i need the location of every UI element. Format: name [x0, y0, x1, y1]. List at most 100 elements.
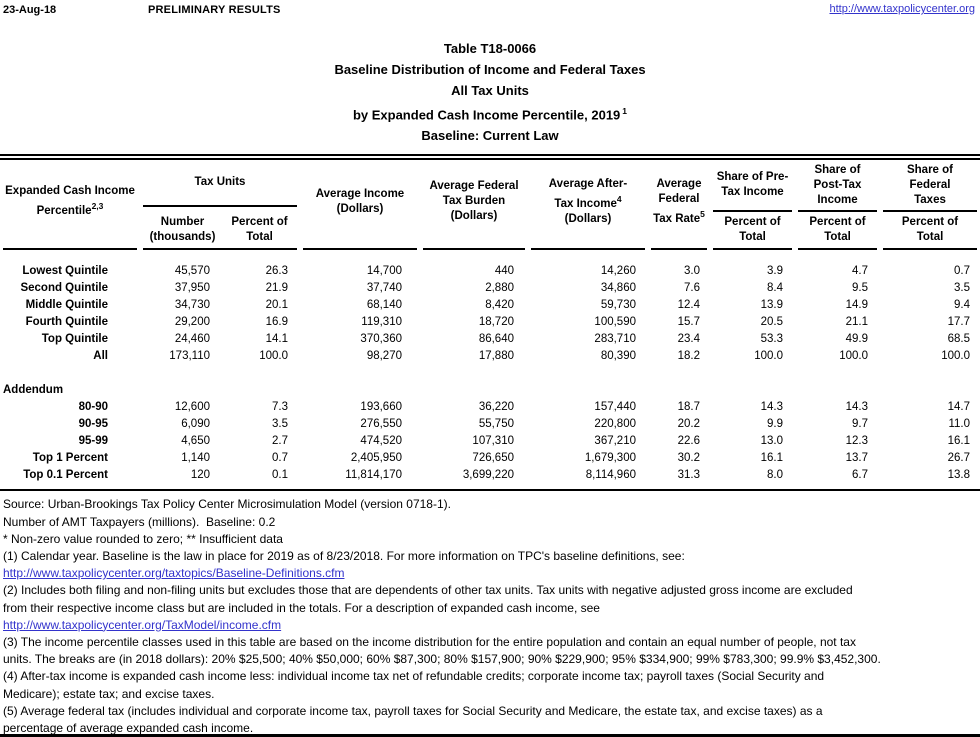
cell: 16.1	[760, 451, 783, 464]
row-label: 80-90	[78, 400, 108, 413]
table-row: Fourth Quintile 29,200 16.9 119,310 18,720 10…	[0, 313, 980, 330]
footnote-text: (1) Calendar year. Baseline is the law i…	[3, 548, 685, 563]
cell: 17,880	[478, 349, 514, 362]
cell: 8.4	[767, 281, 783, 294]
footnote-line: (1) Calendar year. Baseline is the law i…	[3, 548, 980, 565]
header-line: Average Income	[315, 187, 405, 200]
cell: 6,090	[181, 417, 210, 430]
footnote-line: Number of AMT Taxpayers (millions). Base…	[3, 514, 980, 531]
header-line: Tax Rate5	[651, 207, 707, 227]
footnote-text: * Non-zero value rounded to zero; ** Ins…	[3, 531, 283, 546]
table-subtitle-percentile: by Expanded Cash Income Percentile, 2019…	[0, 101, 980, 125]
cell: 3.5	[954, 281, 970, 294]
cell: 14.7	[947, 400, 970, 413]
header-line: Percent of	[231, 216, 288, 229]
cell: 86,640	[478, 332, 514, 345]
column-header-percent-of-total: Percent of Total	[883, 212, 977, 248]
cell: 24,460	[174, 332, 210, 345]
cell: 45,570	[174, 264, 210, 277]
cell: 17.7	[947, 315, 970, 328]
footnote-text: units. The breaks are (in 2018 dollars):…	[3, 652, 881, 667]
header-line: Federal	[658, 192, 700, 205]
header-line: Percentile2,3	[3, 199, 137, 219]
site-link[interactable]: http://www.taxpolicycenter.org	[829, 3, 975, 15]
cell: 120	[190, 468, 210, 481]
table-row: 95-99 4,650 2.7 474,520 107,310 367,210 22.6 13…	[0, 432, 980, 449]
page-bottom-rule	[0, 734, 980, 737]
column-header-average-federal-tax-rate: Average Federal Tax Rate5	[651, 160, 707, 251]
cell: 370,360	[360, 332, 402, 345]
cell: 220,800	[594, 417, 636, 430]
row-label: Fourth Quintile	[25, 315, 108, 328]
footnote-link[interactable]: http://www.taxpolicycenter.org/TaxModel/…	[3, 617, 282, 632]
preliminary-results-label: PRELIMINARY RESULTS	[148, 4, 281, 16]
footnote-line: http://www.taxpolicycenter.org/TaxModel/…	[3, 617, 980, 634]
table-row: All 173,110 100.0 98,270 17,880 80,390 18.2 100…	[0, 347, 980, 364]
header-line: Share of	[814, 163, 861, 176]
cell: 2.7	[272, 434, 288, 447]
table-subtitle-baseline: Baseline: Current Law	[421, 128, 559, 144]
footnote-text: from their respective income class but a…	[3, 600, 600, 615]
cell: 11,814,170	[345, 468, 402, 481]
header-text: Tax Rate	[653, 212, 701, 225]
row-label: Top 1 Percent	[32, 451, 108, 464]
cell: 283,710	[594, 332, 636, 345]
cell: 119,310	[361, 315, 402, 328]
cell: 173,110	[169, 349, 210, 362]
cell: 100.0	[754, 349, 783, 362]
footnote-line: (3) The income percentile classes used i…	[3, 634, 980, 651]
column-header-average-income: Average Income (Dollars)	[303, 160, 417, 251]
cell: 14,700	[366, 264, 402, 277]
footnote-text: (4) After-tax income is expanded cash in…	[3, 669, 825, 684]
cell: 9.7	[852, 417, 868, 430]
income-distribution-table: Expanded Cash Income Percentile2,3 Tax U…	[0, 154, 980, 492]
cell: 12.4	[677, 298, 700, 311]
row-label: Top Quintile	[41, 332, 108, 345]
cell: 474,520	[360, 434, 402, 447]
addendum-rows: 80-90 12,600 7.3 193,660 36,220 157,440 18.7 14…	[0, 398, 980, 483]
column-header-share-posttax-income: Share of Post-Tax Income Percent of Tota…	[798, 160, 877, 251]
table-top-double-rule	[0, 154, 980, 161]
cell: 726,650	[472, 451, 514, 464]
main-rows: Lowest Quintile 45,570 26.3 14,700 440 14,260…	[0, 262, 980, 364]
footnote-text: (2) Includes both filing and non-filing …	[3, 583, 853, 598]
cell: 0.1	[272, 468, 288, 481]
cell: 0.7	[272, 451, 288, 464]
table-row: Middle Quintile 34,730 20.1 68,140 8,420 59,7…	[0, 296, 980, 313]
cell: 98,270	[366, 349, 402, 362]
cell: 49.9	[845, 332, 868, 345]
cell: 7.6	[684, 281, 700, 294]
footnote-line: Source: Urban-Brookings Tax Policy Cente…	[3, 496, 980, 513]
header-line: Average	[656, 177, 702, 190]
column-group-tax-units: Tax Units Number (thousands) Percent of …	[143, 160, 297, 251]
table-subtitle-units: All Tax Units	[451, 83, 529, 98]
cell: 193,660	[360, 400, 402, 413]
cell: 31.3	[677, 468, 700, 481]
table-row: Top 1 Percent 1,140 0.7 2,405,950 726,650 1,6…	[0, 449, 980, 466]
row-label: 90-95	[78, 417, 108, 430]
header-line: Income	[817, 193, 858, 206]
cell: 13.7	[845, 451, 868, 464]
footnote-line: Medicare); estate tax; and excise taxes.	[3, 686, 980, 703]
header-line: Percent of	[809, 216, 866, 229]
share-pretax-group-label: Share of Pre- Tax Income	[713, 160, 792, 213]
cell: 59,730	[600, 298, 636, 311]
header-line: Tax Burden	[442, 195, 506, 208]
cell: 12.3	[845, 434, 868, 447]
cell: 34,860	[600, 281, 636, 294]
date-label: 23-Aug-18	[3, 4, 57, 16]
footnotes-block: Source: Urban-Brookings Tax Policy Cente…	[3, 496, 980, 737]
cell: 9.4	[954, 298, 970, 311]
column-header-after-tax-income: Average After- Tax Income4 (Dollars)	[531, 160, 645, 251]
cell: 26.7	[947, 451, 970, 464]
header-line: (Dollars)	[336, 202, 384, 215]
cell: 30.2	[677, 451, 700, 464]
header-line: Percent of	[901, 216, 959, 229]
cell: 20.2	[677, 417, 700, 430]
footnote-link[interactable]: http://www.taxpolicycenter.org/taxtopics…	[3, 566, 345, 581]
tax-units-group-label: Tax Units	[143, 160, 297, 208]
header-line: Federal	[909, 178, 951, 191]
table-row: 80-90 12,600 7.3 193,660 36,220 157,440 18.7 14…	[0, 398, 980, 415]
header-line: Taxes	[914, 193, 946, 206]
